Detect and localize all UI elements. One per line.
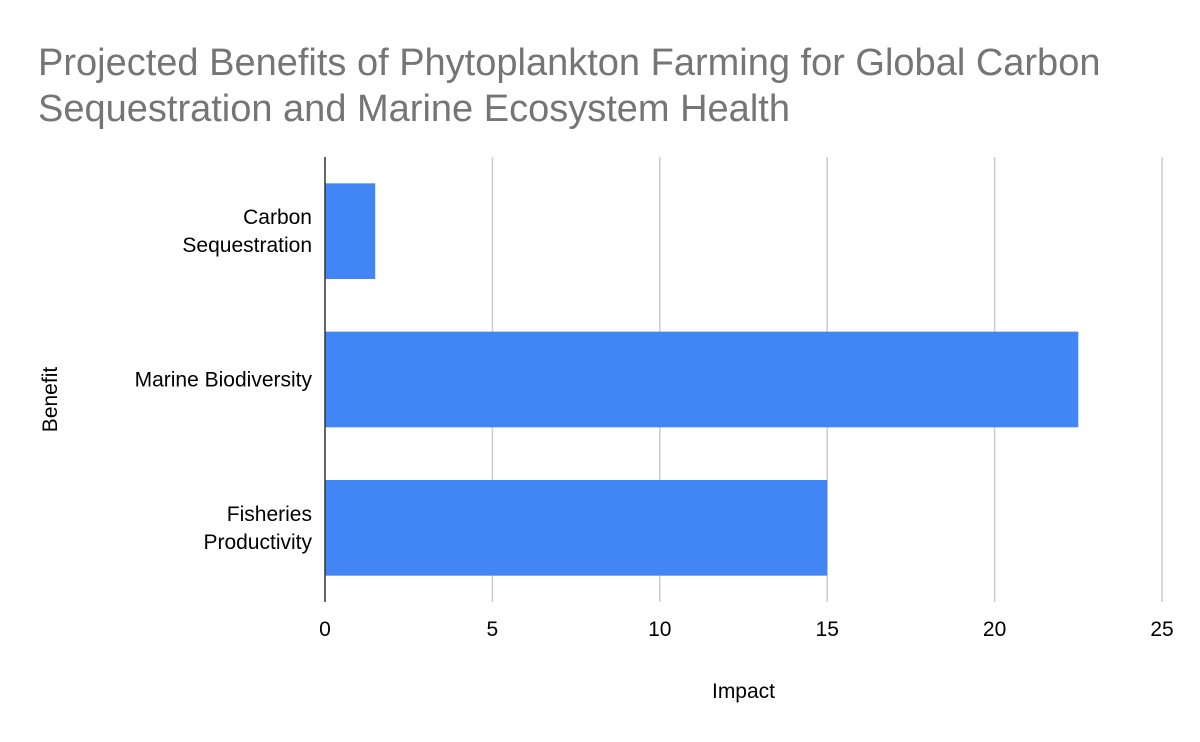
category-label-2: Fisheries Productivity <box>203 503 312 554</box>
y-axis-title: Benefit <box>39 367 62 433</box>
bar-0[interactable] <box>325 183 376 280</box>
x-tick-label-1: 5 <box>487 618 499 641</box>
category-label-line: Sequestration <box>182 234 312 257</box>
category-label-1: Marine Biodiversity <box>135 369 313 392</box>
x-tick-label-2: 10 <box>648 618 671 641</box>
x-tick-label-0: 0 <box>319 618 331 641</box>
x-tick-label-3: 15 <box>816 618 839 641</box>
x-axis-title: Impact <box>712 680 775 703</box>
chart-title: Projected Benefits of Phytoplankton Farm… <box>38 42 1101 130</box>
x-tick-label-4: 20 <box>983 618 1006 641</box>
category-label-line: Carbon <box>243 206 312 229</box>
x-tick-label-5: 25 <box>1150 618 1173 641</box>
category-label-0: Carbon Sequestration <box>182 206 312 257</box>
bar-1[interactable] <box>325 331 1079 428</box>
category-label-line: Marine Biodiversity <box>135 369 313 392</box>
bars <box>325 183 1079 576</box>
category-label-line: Fisheries <box>227 503 312 526</box>
category-labels: Carbon Sequestration Marine Biodiversity Fi… <box>135 206 313 554</box>
x-tick-labels: 0 5 10 15 20 25 <box>319 618 1174 641</box>
bar-2[interactable] <box>325 479 828 576</box>
category-label-line: Productivity <box>203 531 312 554</box>
